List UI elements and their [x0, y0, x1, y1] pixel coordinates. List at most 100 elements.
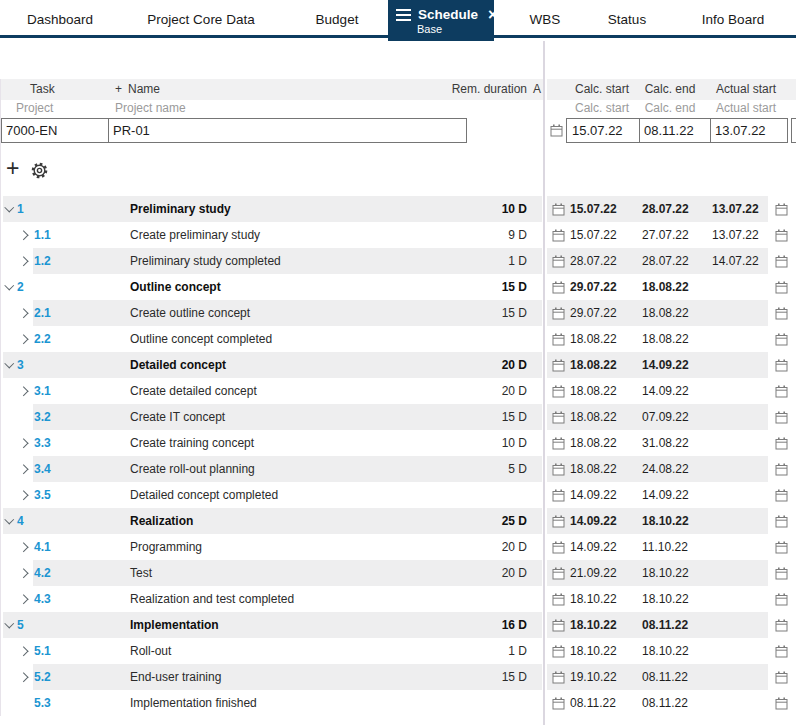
col-header-rem-duration[interactable]: Rem. duration: [452, 79, 527, 100]
chevron-right-icon[interactable]: [21, 647, 30, 656]
add-task-button[interactable]: +: [6, 156, 19, 180]
calendar-icon[interactable]: [552, 359, 565, 375]
table-row[interactable]: 5.3 Implementation finished 08.11.22 08.…: [0, 690, 796, 716]
calendar-icon[interactable]: [552, 645, 565, 661]
calendar-icon[interactable]: [552, 333, 565, 349]
table-row[interactable]: 5 Implementation 16 D 18.10.22 08.11.22: [0, 612, 796, 638]
chevron-down-icon[interactable]: [5, 361, 14, 370]
chevron-right-icon[interactable]: [21, 465, 30, 474]
calendar-icon[interactable]: [552, 203, 565, 219]
chevron-right-icon[interactable]: [21, 595, 30, 604]
calendar-icon[interactable]: [552, 697, 565, 713]
calendar-icon[interactable]: [552, 567, 565, 583]
calendar-icon[interactable]: [775, 541, 788, 557]
table-row[interactable]: 3 Detailed concept 20 D 18.08.22 14.09.2…: [0, 352, 796, 378]
calendar-icon[interactable]: [552, 541, 565, 557]
calendar-icon[interactable]: [552, 671, 565, 687]
calendar-icon[interactable]: [552, 619, 565, 635]
table-row[interactable]: 2.1 Create outline concept 15 D 29.07.22…: [0, 300, 796, 326]
tab-wbs[interactable]: WBS: [530, 0, 561, 38]
chevron-down-icon[interactable]: [5, 283, 14, 292]
calendar-icon[interactable]: [775, 645, 788, 661]
table-row[interactable]: 4.1 Programming 20 D 14.09.22 11.10.22: [0, 534, 796, 560]
col-header-clipped[interactable]: A: [533, 79, 541, 100]
calendar-icon[interactable]: [775, 567, 788, 583]
chevron-right-icon[interactable]: [21, 231, 30, 240]
calendar-icon[interactable]: [775, 333, 788, 349]
table-row[interactable]: 2 Outline concept 15 D 29.07.22 18.08.22: [0, 274, 796, 300]
col-header-actual-start[interactable]: Actual start: [716, 79, 776, 100]
col-header-calc-start[interactable]: Calc. start: [575, 79, 629, 100]
tab-schedule-active[interactable]: Schedule × Base: [388, 0, 494, 41]
chevron-right-icon[interactable]: [21, 309, 30, 318]
calendar-icon[interactable]: [775, 515, 788, 531]
table-row[interactable]: 4.2 Test 20 D 21.09.22 18.10.22: [0, 560, 796, 586]
col-header-task[interactable]: Task: [30, 79, 55, 100]
calendar-icon[interactable]: [552, 437, 565, 453]
chevron-right-icon[interactable]: [21, 335, 30, 344]
col-header-name[interactable]: Name: [128, 79, 160, 100]
calendar-icon[interactable]: [775, 463, 788, 479]
chevron-right-icon[interactable]: [21, 543, 30, 552]
table-row[interactable]: 3.5 Detailed concept completed 14.09.22 …: [0, 482, 796, 508]
table-row[interactable]: 4.3 Realization and test completed 18.10…: [0, 586, 796, 612]
close-icon[interactable]: ×: [488, 8, 497, 22]
tab-status[interactable]: Status: [608, 0, 646, 38]
calendar-icon[interactable]: [552, 255, 565, 271]
chevron-right-icon[interactable]: [21, 257, 30, 266]
project-id-field[interactable]: 7000-EN: [2, 119, 109, 142]
chevron-down-icon[interactable]: [5, 205, 14, 214]
calendar-icon[interactable]: [775, 229, 788, 245]
project-calc-end-field[interactable]: 08.11.22: [644, 119, 694, 142]
calendar-icon[interactable]: [775, 697, 788, 713]
tab-info-board[interactable]: Info Board: [702, 0, 764, 38]
calendar-icon[interactable]: [775, 359, 788, 375]
chevron-down-icon[interactable]: [5, 621, 14, 630]
gear-icon[interactable]: [31, 162, 48, 183]
project-calc-start-field[interactable]: 15.07.22: [572, 119, 623, 142]
hamburger-icon[interactable]: [396, 9, 411, 21]
calendar-icon[interactable]: [775, 203, 788, 219]
calendar-icon[interactable]: [552, 281, 565, 297]
calendar-icon[interactable]: [775, 281, 788, 297]
project-name-field[interactable]: PR-01: [109, 119, 466, 142]
calendar-icon[interactable]: [552, 489, 565, 505]
calendar-icon[interactable]: [775, 255, 788, 271]
calendar-icon[interactable]: [552, 463, 565, 479]
calendar-icon[interactable]: [775, 671, 788, 687]
chevron-right-icon[interactable]: [21, 439, 30, 448]
tab-budget[interactable]: Budget: [316, 0, 359, 38]
chevron-right-icon[interactable]: [21, 673, 30, 682]
chevron-right-icon[interactable]: [21, 491, 30, 500]
calendar-icon[interactable]: [552, 307, 565, 323]
project-actual-start-field[interactable]: 13.07.22: [715, 119, 766, 142]
table-row[interactable]: 3.2 Create IT concept 15 D 18.08.22 07.0…: [0, 404, 796, 430]
calendar-icon[interactable]: [775, 411, 788, 427]
calendar-icon[interactable]: [552, 515, 565, 531]
table-row[interactable]: 3.1 Create detailed concept 20 D 18.08.2…: [0, 378, 796, 404]
calendar-icon[interactable]: [552, 593, 565, 609]
table-row[interactable]: 5.1 Roll-out 1 D 18.10.22 18.10.22: [0, 638, 796, 664]
calendar-icon[interactable]: [775, 619, 788, 635]
calendar-icon[interactable]: [552, 411, 565, 427]
table-row[interactable]: 3.3 Create training concept 10 D 18.08.2…: [0, 430, 796, 456]
table-row[interactable]: 1 Preliminary study 10 D 15.07.22 28.07.…: [0, 196, 796, 222]
chevron-right-icon[interactable]: [21, 387, 30, 396]
calendar-icon[interactable]: [550, 123, 563, 141]
calendar-icon[interactable]: [552, 385, 565, 401]
chevron-down-icon[interactable]: [5, 517, 14, 526]
table-row[interactable]: 4 Realization 25 D 14.09.22 18.10.22: [0, 508, 796, 534]
calendar-icon[interactable]: [775, 593, 788, 609]
tab-project-core-data[interactable]: Project Core Data: [147, 0, 254, 38]
table-row[interactable]: 3.4 Create roll-out planning 5 D 18.08.2…: [0, 456, 796, 482]
col-header-calc-end[interactable]: Calc. end: [645, 79, 696, 100]
table-row[interactable]: 1.1 Create preliminary study 9 D 15.07.2…: [0, 222, 796, 248]
table-row[interactable]: 2.2 Outline concept completed 18.08.22 1…: [0, 326, 796, 352]
calendar-icon[interactable]: [552, 229, 565, 245]
calendar-icon[interactable]: [775, 489, 788, 505]
table-row[interactable]: 5.2 End-user training 15 D 19.10.22 08.1…: [0, 664, 796, 690]
add-column-icon[interactable]: +: [115, 79, 122, 100]
calendar-icon[interactable]: [775, 385, 788, 401]
chevron-right-icon[interactable]: [21, 569, 30, 578]
table-row[interactable]: 1.2 Preliminary study completed 1 D 28.0…: [0, 248, 796, 274]
